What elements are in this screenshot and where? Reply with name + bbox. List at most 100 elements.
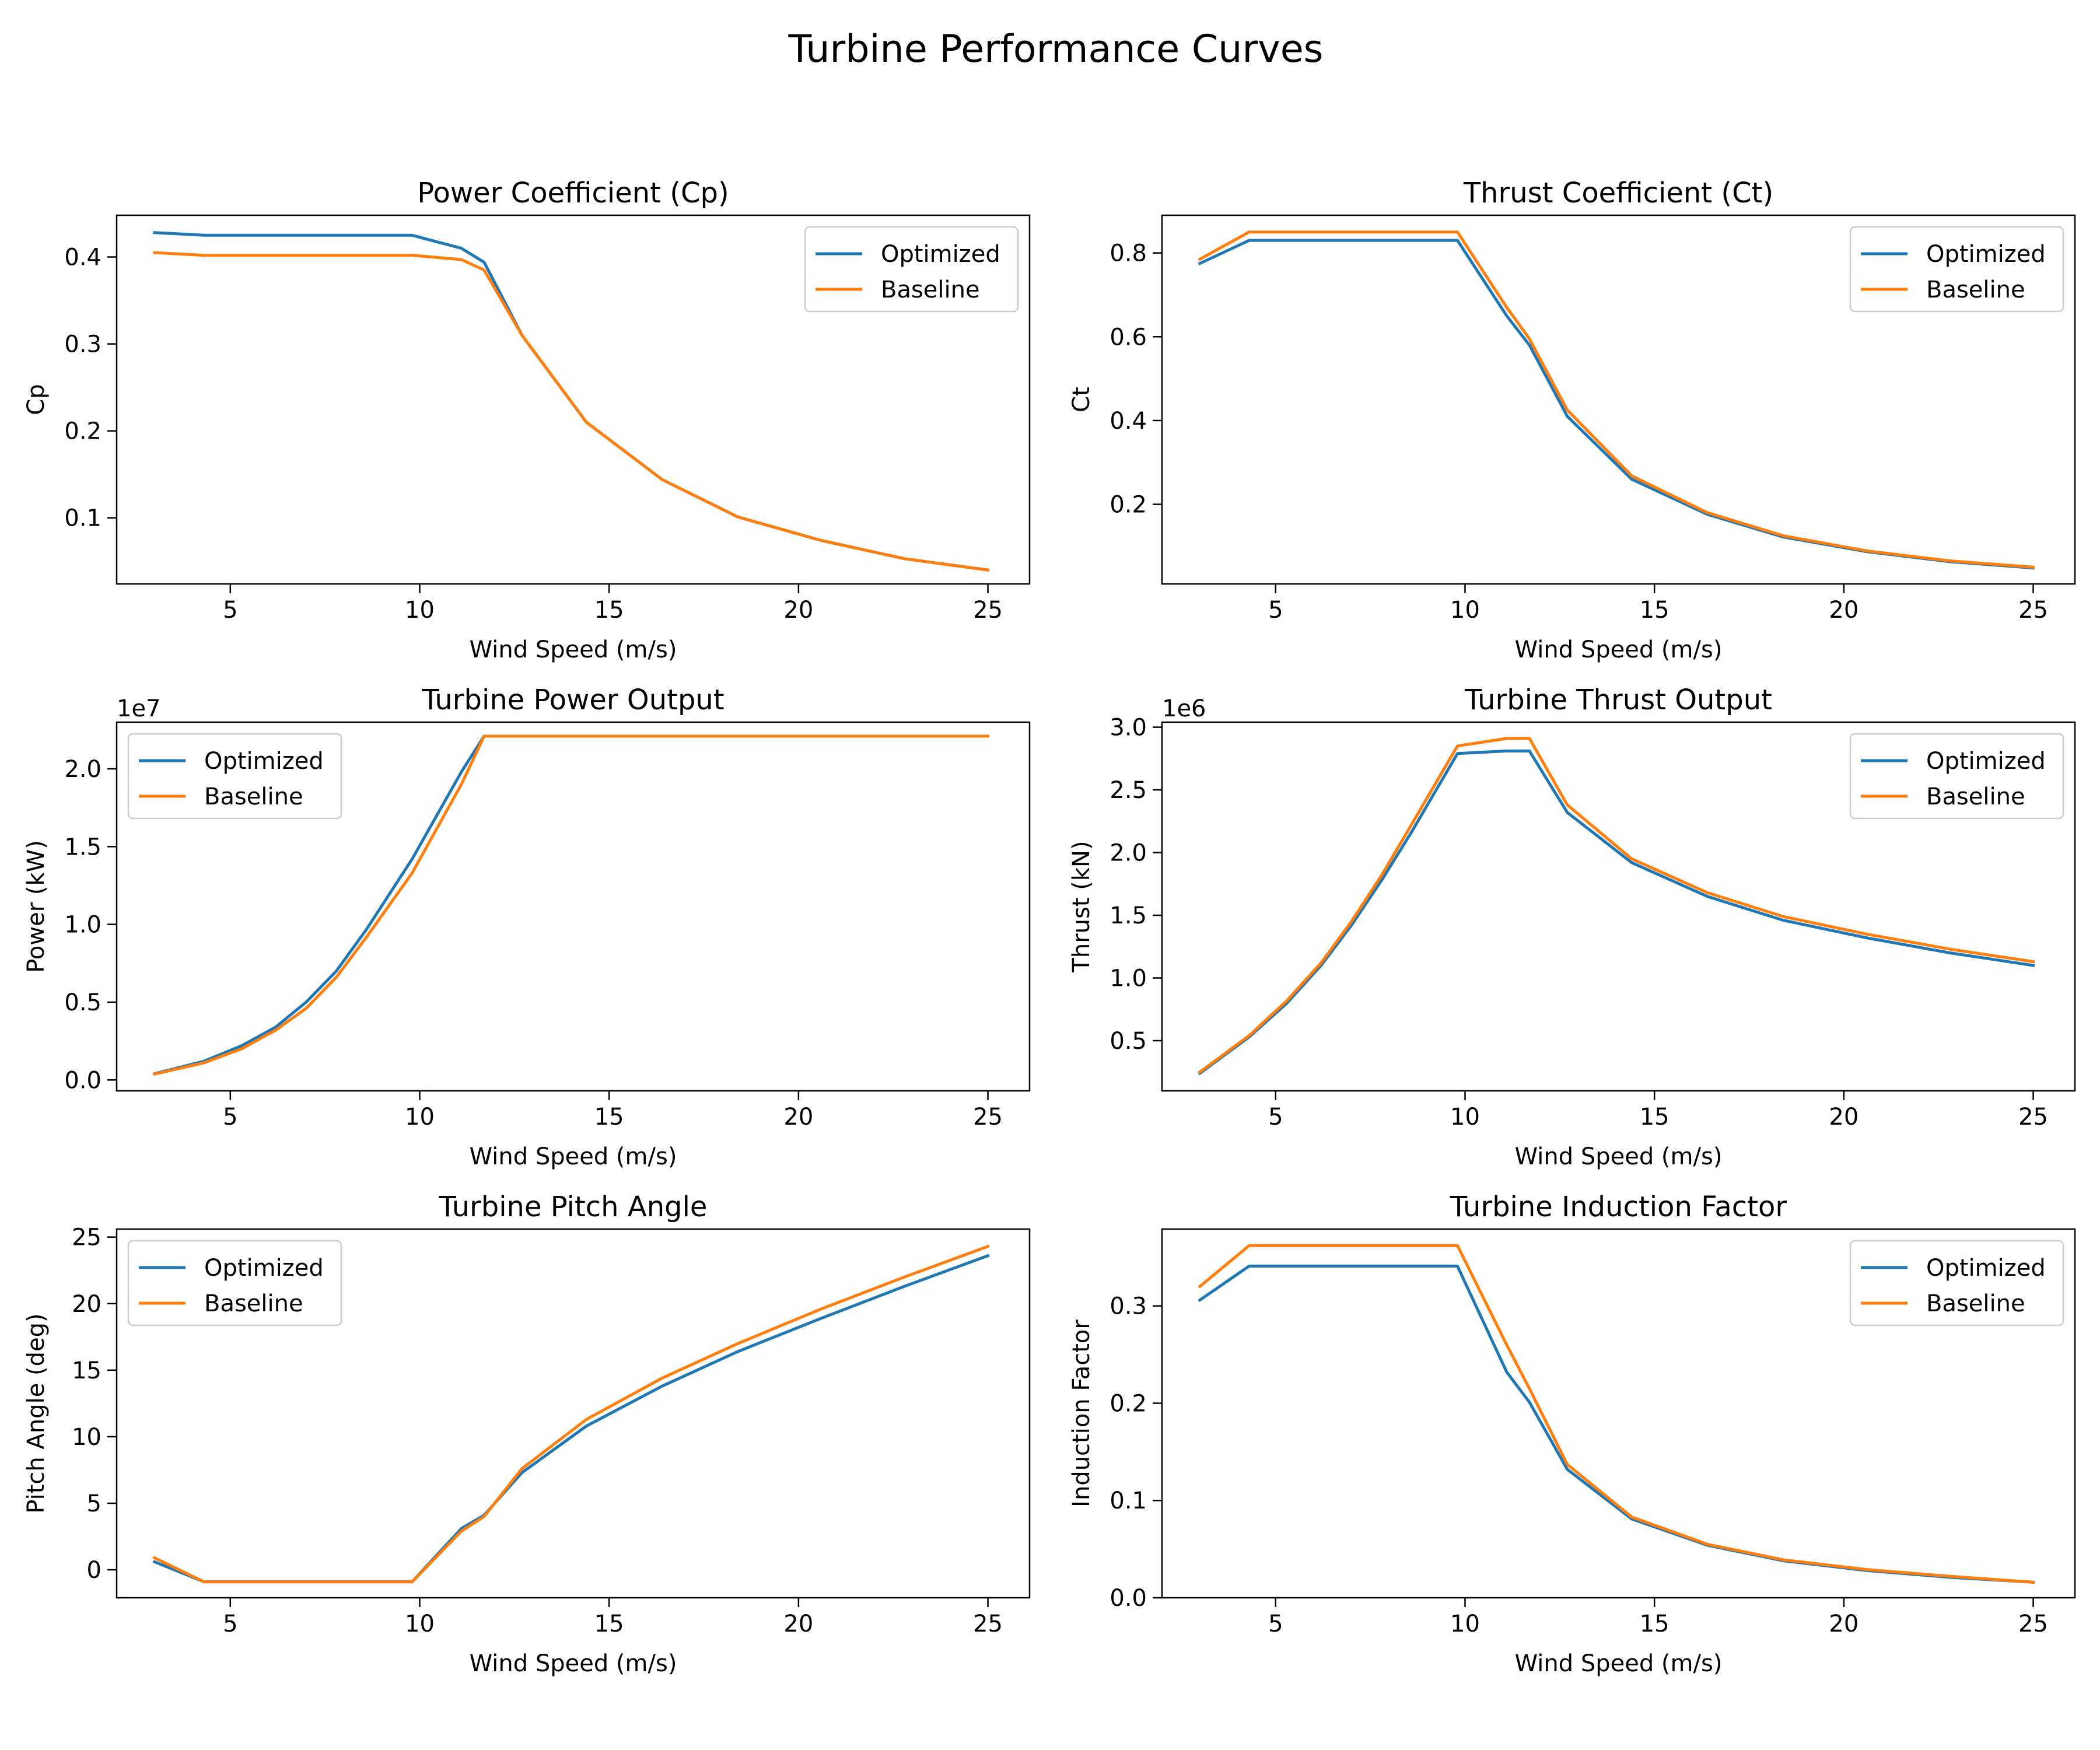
- x-axis-label: Wind Speed (m/s): [470, 636, 677, 663]
- x-tick-label: 15: [1640, 1611, 1670, 1637]
- x-tick-label: 10: [1450, 597, 1480, 624]
- x-tick-label: 10: [405, 1104, 435, 1130]
- x-tick-label: 25: [2018, 1611, 2048, 1637]
- subplot-title: Turbine Pitch Angle: [439, 1191, 708, 1223]
- y-axis-label: Cp: [23, 384, 50, 415]
- y-tick-label: 0.4: [1110, 408, 1147, 435]
- legend: Optimized Baseline: [1849, 226, 2064, 313]
- legend-label-baseline: Baseline: [1926, 276, 2025, 303]
- x-axis-label: Wind Speed (m/s): [1515, 1650, 1723, 1677]
- legend: Optimized Baseline: [127, 733, 342, 820]
- y-tick-label: 0.2: [1110, 1390, 1147, 1417]
- x-tick-label: 5: [223, 597, 237, 624]
- x-tick-label: 5: [223, 1611, 237, 1637]
- y-tick-label: 20: [72, 1291, 102, 1318]
- x-tick-label: 10: [405, 597, 435, 624]
- x-tick-label: 25: [973, 1611, 1003, 1637]
- subplot-5: Turbine Pitch Angle 5 10 15 20 25 0 5 10 15 20 25 Wi…: [23, 1191, 1031, 1677]
- x-tick-label: 5: [1268, 597, 1283, 624]
- y-tick-label: 10: [72, 1424, 102, 1451]
- x-tick-label: 15: [594, 1104, 624, 1130]
- series-line-baseline: [1198, 230, 2035, 569]
- y-axis-label: Power (kW): [23, 840, 50, 973]
- subplot-3: Turbine Power Output 5 10 15 20 25 0.0 0.5 1.0 1.…: [23, 684, 1031, 1170]
- y-tick-label: 0.3: [64, 331, 102, 358]
- legend-label-optimized: Optimized: [204, 1255, 324, 1282]
- y-tick-label: 1.0: [1110, 965, 1147, 992]
- legend-label-baseline: Baseline: [204, 1290, 303, 1317]
- x-tick-label: 25: [2018, 597, 2048, 624]
- y-tick-label: 0.1: [64, 505, 102, 532]
- y-offset-label: 1e6: [1162, 695, 1206, 722]
- series-line-optimized: [1198, 749, 2035, 1076]
- y-tick-label: 0.8: [1110, 240, 1147, 267]
- subplot-4: Turbine Thrust Output 5 10 15 20 25 0.5 1.0 1.5 2…: [1068, 684, 2076, 1170]
- y-tick-label: 1.5: [1110, 902, 1147, 929]
- x-axis-label: Wind Speed (m/s): [470, 1143, 677, 1170]
- subplot-title: Turbine Thrust Output: [1464, 684, 1772, 716]
- legend-label-baseline: Baseline: [1926, 1290, 2025, 1317]
- subplot-1: Power Coefficient (Cp) 5 10 15 20 25 0.1 0.2 0.3…: [23, 177, 1031, 663]
- legend-label-baseline: Baseline: [1926, 783, 2025, 810]
- x-tick-label: 20: [1829, 1104, 1859, 1130]
- x-tick-label: 15: [594, 1611, 624, 1637]
- y-tick-label: 0.0: [64, 1067, 102, 1094]
- x-axis-label: Wind Speed (m/s): [1515, 636, 1723, 663]
- series-line-baseline: [152, 1244, 990, 1584]
- x-tick-label: 15: [594, 597, 624, 624]
- x-tick-label: 10: [1450, 1104, 1480, 1130]
- y-axis-label: Thrust (kN): [1068, 841, 1095, 972]
- x-tick-label: 25: [973, 1104, 1003, 1130]
- y-tick-label: 0.4: [64, 244, 102, 271]
- legend: Optimized Baseline: [804, 226, 1019, 313]
- x-tick-label: 10: [405, 1611, 435, 1637]
- x-tick-label: 20: [783, 1104, 813, 1130]
- y-tick-label: 0.0: [1110, 1585, 1147, 1612]
- legend-label-baseline: Baseline: [204, 783, 303, 810]
- series-line-baseline: [1198, 1244, 2035, 1584]
- x-tick-label: 15: [1640, 1104, 1670, 1130]
- y-tick-label: 1.5: [64, 834, 102, 860]
- y-tick-label: 2.0: [1110, 840, 1147, 867]
- x-tick-label: 10: [1450, 1611, 1480, 1637]
- y-tick-label: 0.3: [1110, 1293, 1147, 1320]
- x-tick-label: 25: [973, 597, 1003, 624]
- x-tick-label: 5: [1268, 1104, 1283, 1130]
- y-tick-label: 5: [87, 1490, 102, 1517]
- x-tick-label: 15: [1640, 597, 1670, 624]
- figure-title: Turbine Performance Curves: [788, 27, 1323, 71]
- subplot-6: Turbine Induction Factor 5 10 15 20 25 0.0 0.1 0…: [1068, 1191, 2076, 1677]
- x-tick-label: 20: [783, 1611, 813, 1637]
- x-tick-label: 20: [1829, 1611, 1859, 1637]
- y-tick-label: 0.1: [1110, 1488, 1147, 1514]
- series-line-baseline: [152, 734, 990, 1076]
- series-line-baseline: [153, 251, 990, 572]
- y-tick-label: 0.5: [1110, 1028, 1147, 1055]
- y-tick-label: 3.0: [1110, 715, 1147, 741]
- y-tick-label: 0.2: [64, 418, 102, 445]
- x-tick-label: 5: [1268, 1611, 1283, 1637]
- x-tick-label: 20: [783, 597, 813, 624]
- y-tick-label: 15: [72, 1357, 102, 1384]
- subplot-title: Turbine Induction Factor: [1450, 1191, 1787, 1223]
- y-offset-label: 1e7: [117, 695, 161, 722]
- series-line-baseline: [1198, 737, 2035, 1074]
- y-axis-label: Pitch Angle (deg): [23, 1313, 50, 1513]
- y-tick-label: 0.6: [1110, 324, 1147, 351]
- legend-label-optimized: Optimized: [1926, 1255, 2046, 1282]
- y-tick-label: 2.5: [1110, 777, 1147, 804]
- legend: Optimized Baseline: [127, 1240, 342, 1326]
- y-tick-label: 25: [72, 1224, 102, 1251]
- legend: Optimized Baseline: [1849, 733, 2064, 820]
- subplot-title: Thrust Coefficient (Ct): [1463, 177, 1773, 209]
- y-tick-label: 0.2: [1110, 492, 1147, 519]
- y-tick-label: 1.0: [64, 912, 102, 939]
- y-tick-label: 2.0: [64, 756, 102, 783]
- y-axis-label: Ct: [1068, 387, 1095, 412]
- legend-label-optimized: Optimized: [204, 748, 324, 775]
- y-axis-label: Induction Factor: [1068, 1320, 1095, 1507]
- y-tick-label: 0.5: [64, 989, 102, 1016]
- x-axis-label: Wind Speed (m/s): [470, 1650, 677, 1677]
- legend-label-optimized: Optimized: [881, 241, 1000, 268]
